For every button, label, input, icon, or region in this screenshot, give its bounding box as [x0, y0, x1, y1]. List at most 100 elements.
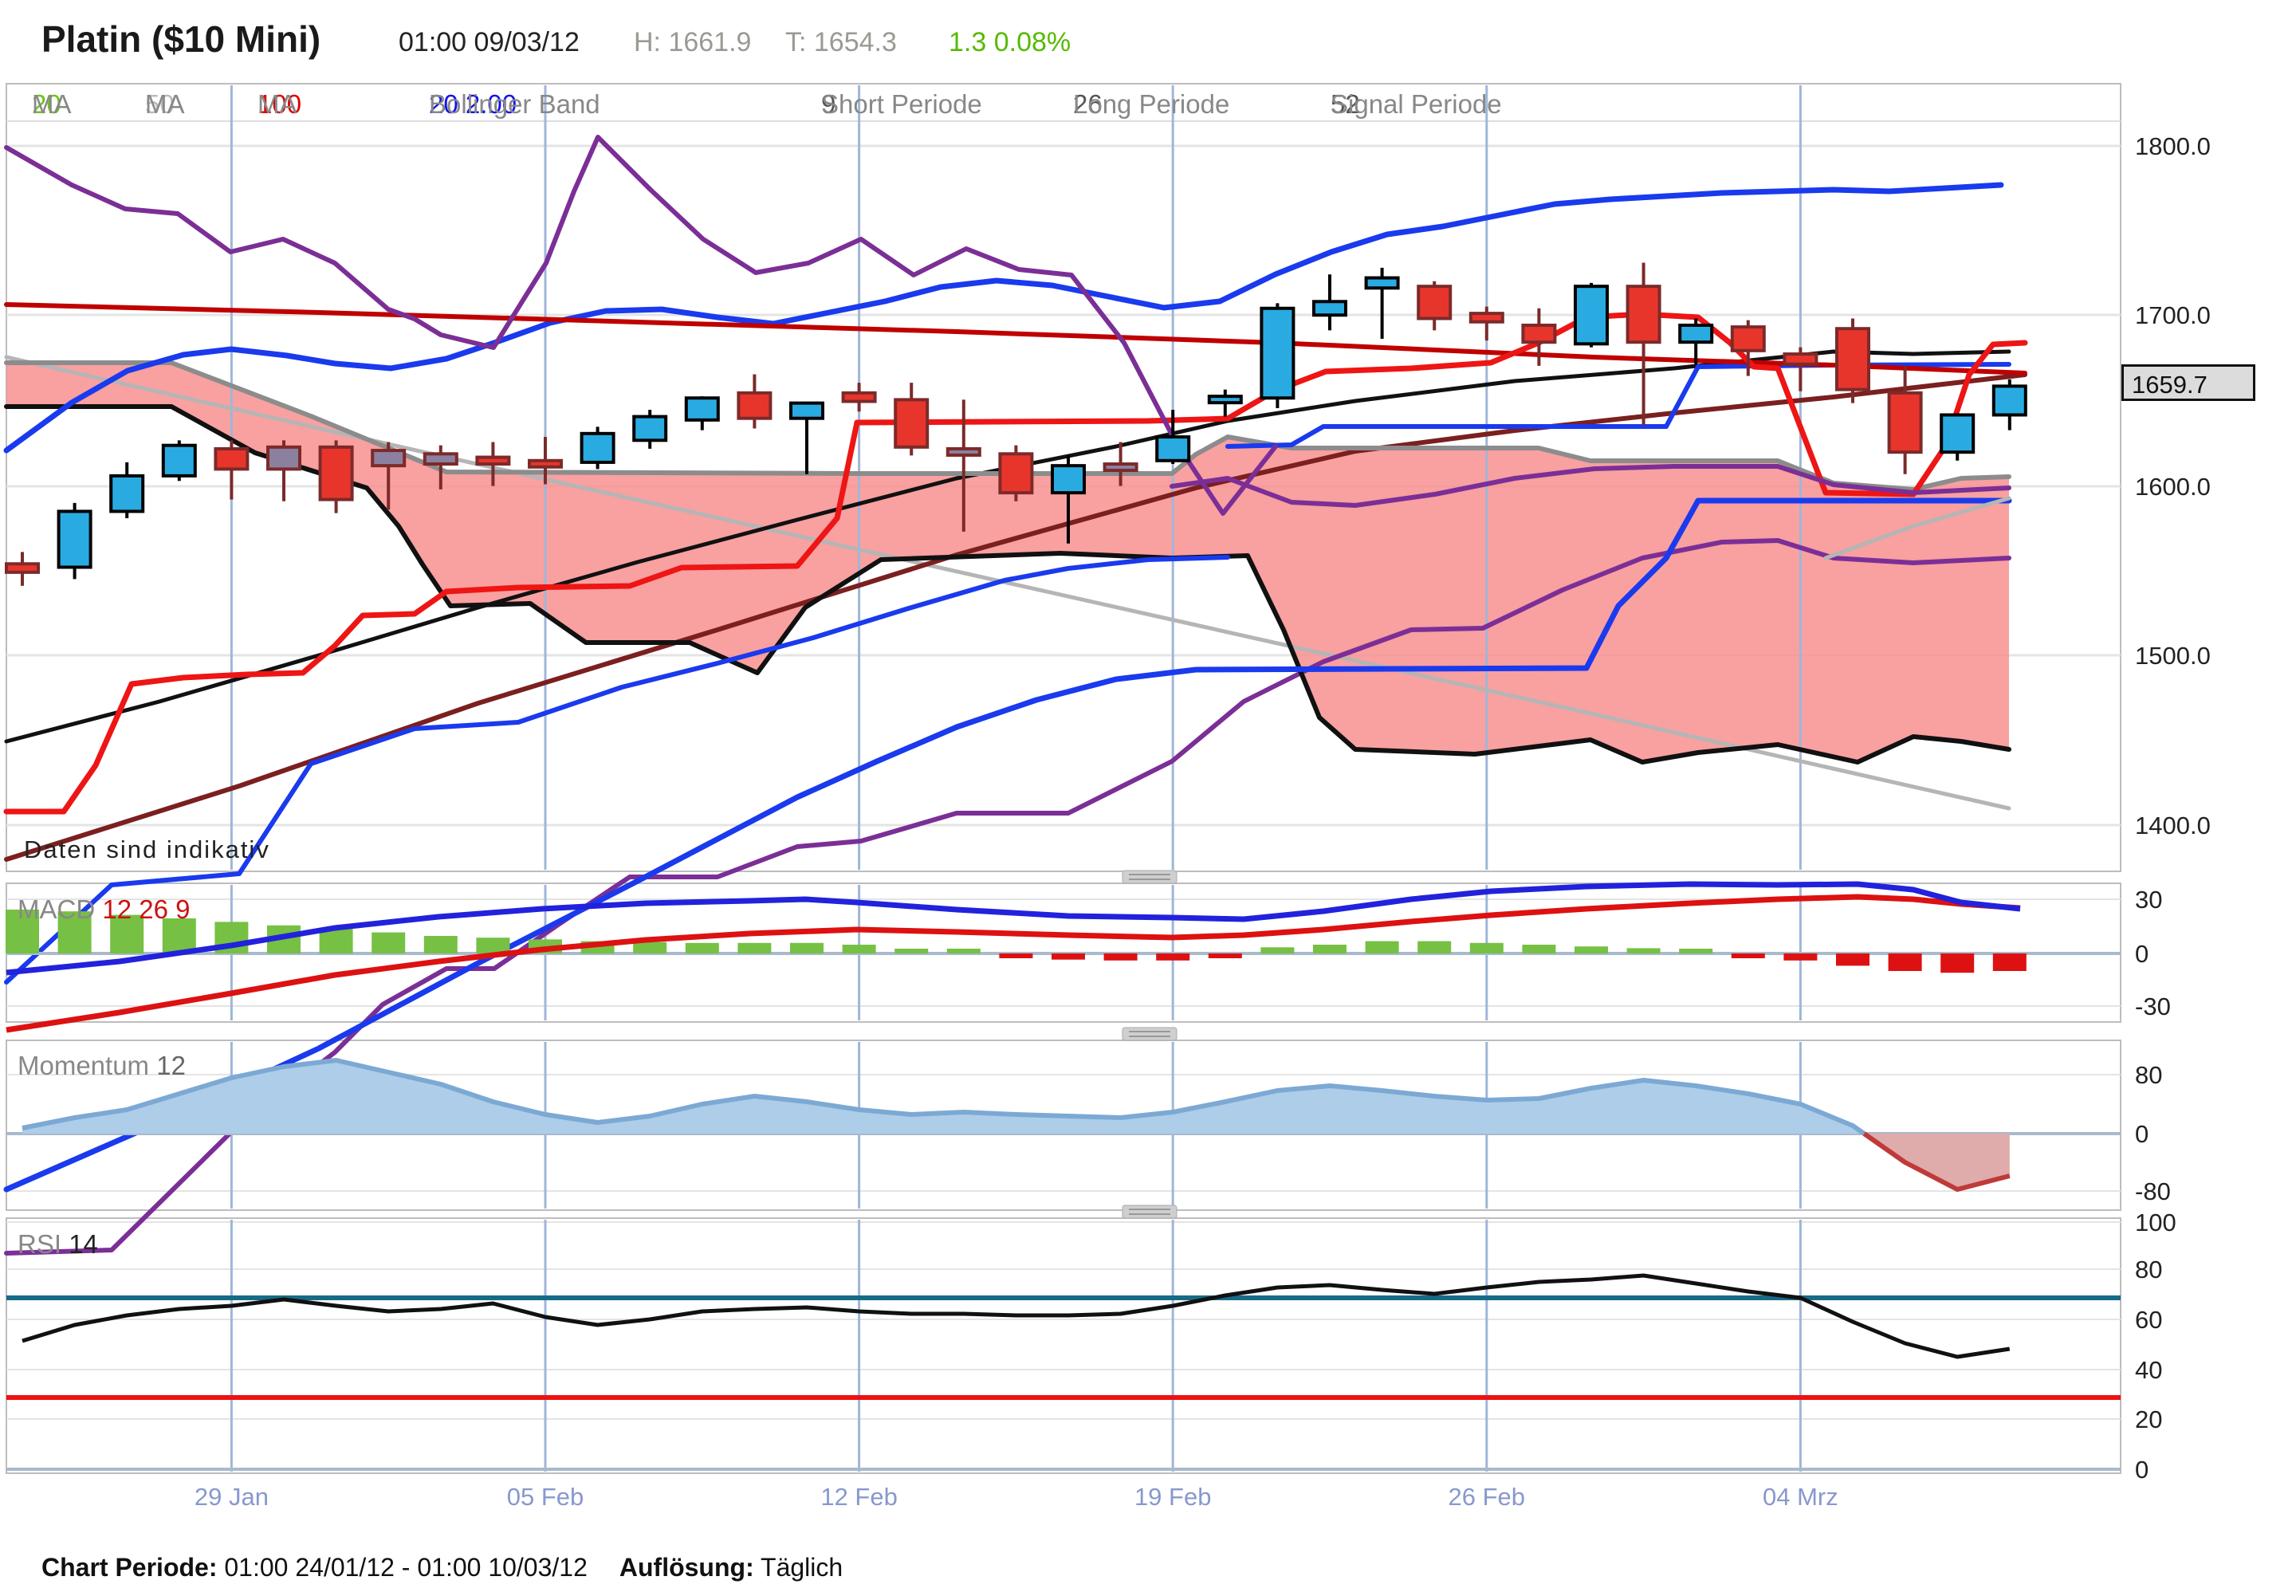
macd-bar — [1679, 949, 1713, 953]
legend-long-periode[interactable]: Long Periode 26 — [1073, 89, 1230, 119]
legend-signal-periode[interactable]: Signal Periode 52 — [1331, 89, 1502, 119]
x-axis-date-label: 29 Jan — [195, 1483, 269, 1511]
candle-body — [1312, 300, 1347, 317]
ichimoku-cloud — [6, 363, 2009, 762]
macd-bar — [790, 942, 824, 953]
momentum-panel-label: Momentum 12 — [18, 1051, 186, 1080]
axis-tick: 80 — [2135, 1061, 2162, 1089]
macd-bar — [1313, 945, 1347, 953]
macd-bar — [1469, 942, 1504, 953]
candle-body — [1783, 352, 1818, 366]
candle-body — [1155, 435, 1191, 462]
candle-body — [371, 449, 407, 468]
macd-bar — [1575, 946, 1608, 953]
candle-body — [161, 443, 197, 478]
axis-tick: 1700.0 — [2135, 301, 2211, 329]
macd-bar — [1836, 953, 1869, 966]
candle-body — [1626, 285, 1661, 344]
x-axis-date-label: 05 Feb — [507, 1483, 584, 1511]
legend-bollinger[interactable]: Bollinger Band 20 2.00 — [429, 89, 600, 119]
panel-resize-grip[interactable] — [1122, 1027, 1177, 1041]
candle-body — [841, 391, 877, 403]
overlay-lines — [3, 135, 2028, 1256]
macd-bar — [1992, 953, 2027, 971]
axis-tick: 40 — [2135, 1356, 2162, 1384]
macd-bar — [1156, 953, 1190, 961]
rsi-panel — [6, 1273, 2121, 1471]
macd-bar — [1208, 953, 1242, 958]
candle-body — [1730, 325, 1766, 352]
resolution-value: Täglich — [753, 1553, 843, 1582]
axis-tick: 100 — [2135, 1209, 2176, 1236]
candle-body — [1678, 323, 1714, 344]
axis-tick: 1400.0 — [2135, 812, 2211, 839]
macd-bar — [1052, 953, 1085, 960]
candle-body — [1364, 276, 1400, 290]
candle-body — [1260, 306, 1295, 400]
candle-body — [1991, 384, 2027, 417]
axis-tick: 80 — [2135, 1256, 2162, 1283]
axis-tick: 0 — [2135, 1456, 2149, 1484]
macd-bar — [1522, 945, 1556, 953]
rsi-panel-label: RSI 14 — [18, 1229, 98, 1259]
axis-tick: 1800.0 — [2135, 132, 2211, 160]
axis-tick: 1500.0 — [2135, 642, 2211, 670]
candle-body — [1417, 285, 1453, 320]
panel-resize-grip[interactable] — [1122, 870, 1177, 884]
macd-bar — [1103, 953, 1138, 961]
candle-body — [266, 445, 301, 471]
candle-body — [1940, 413, 1976, 454]
legend-short-periode[interactable]: Short Periode 9 — [821, 89, 982, 119]
x-axis-date-label: 19 Feb — [1134, 1483, 1212, 1511]
axis-labels: 1800.0 1700.0 1600.0 1500.0 1400.0 30 0 -30 80 0 -… — [2135, 132, 2211, 1484]
macd-panel-label: MACD 12 26 9 — [18, 894, 191, 924]
momentum-panel — [6, 1058, 2121, 1192]
candle-body — [475, 455, 511, 466]
legend-ma50[interactable]: MA 50 — [145, 89, 185, 119]
macd-bar — [6, 910, 39, 953]
candle-body — [1574, 285, 1609, 346]
candle-body — [318, 445, 354, 501]
candle-body — [57, 509, 92, 569]
candle-body — [1521, 323, 1557, 344]
axis-tick: 30 — [2135, 886, 2162, 914]
candle-body — [214, 446, 250, 471]
candle-body — [423, 452, 458, 466]
macd-bar — [1783, 953, 1818, 961]
macd-bar — [319, 929, 353, 953]
x-axis-labels: 29 Jan 05 Feb 12 Feb 19 Feb 26 Feb 04 Mrz — [195, 1483, 1838, 1511]
candle-body — [1051, 464, 1086, 495]
macd-bar — [1626, 948, 1661, 953]
candle-body — [109, 474, 145, 513]
x-axis-date-label: 12 Feb — [820, 1483, 898, 1511]
macd-panel — [6, 881, 2121, 1033]
macd-bar — [1731, 953, 1765, 958]
indicative-data-watermark: Daten sind indikativ — [24, 835, 270, 863]
axis-tick: -80 — [2135, 1177, 2171, 1205]
quote-timestamp: 01:00 09/03/12 — [399, 27, 580, 57]
instrument-title: Platin ($10 Mini) — [41, 18, 321, 60]
macd-bar — [162, 918, 196, 953]
last-price-box: 1659.7 — [2121, 364, 2255, 401]
candle-body — [1468, 312, 1504, 324]
legend-ma100[interactable]: MA 100 — [258, 89, 302, 119]
macd-bar — [1940, 953, 1975, 973]
macd-bar — [57, 911, 92, 953]
period-label: Chart Periode: — [41, 1553, 218, 1582]
candle-body — [5, 562, 40, 574]
x-axis-date-label: 26 Feb — [1449, 1483, 1526, 1511]
chart-footer: Chart Periode: 01:00 24/01/12 - 01:00 10… — [41, 1553, 843, 1582]
legend-ma20[interactable]: MA 20 — [32, 89, 72, 119]
axis-tick: 20 — [2135, 1405, 2162, 1433]
candle-body — [1103, 462, 1138, 473]
panel-resize-grip[interactable] — [1122, 1205, 1177, 1219]
panel-borders — [6, 83, 2121, 1474]
candle-body — [528, 458, 563, 469]
macd-bar — [110, 914, 144, 953]
macd-bar — [1260, 947, 1295, 953]
macd-bar — [372, 932, 406, 953]
macd-bar — [1888, 953, 1922, 971]
candle-body — [998, 452, 1034, 495]
